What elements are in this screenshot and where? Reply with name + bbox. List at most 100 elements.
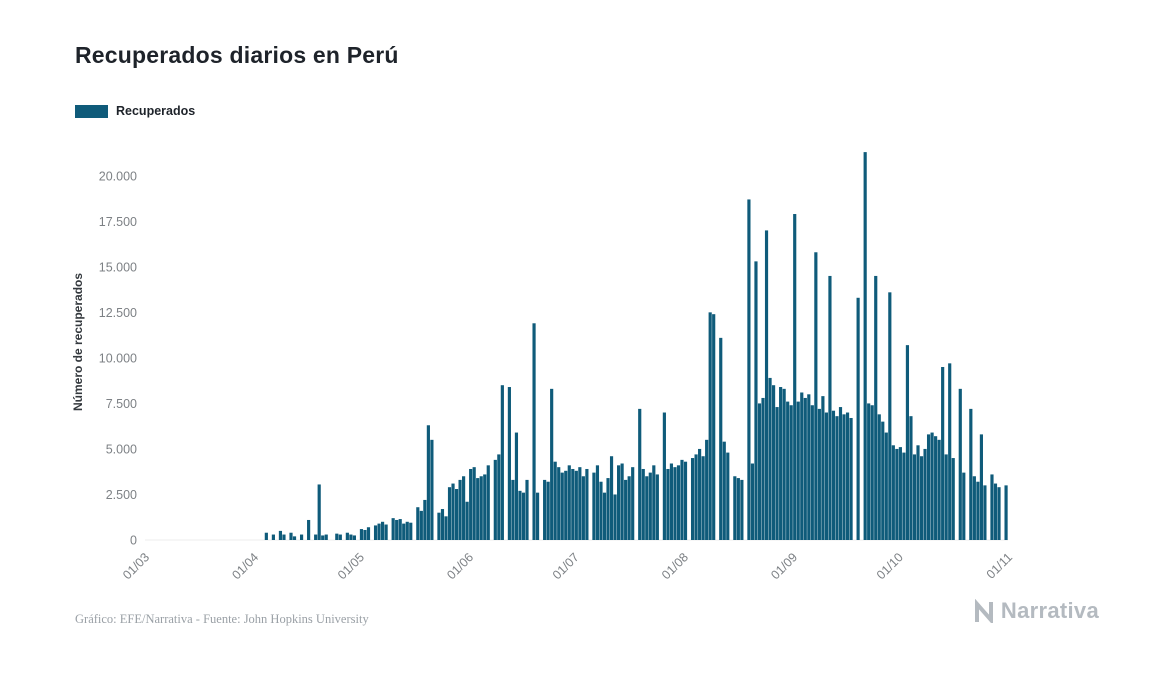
bar [828,275,832,540]
bar [437,512,441,540]
bar [532,323,536,540]
bar [278,530,283,540]
bar [525,479,529,540]
bar [595,465,600,540]
chart-title: Recuperados diarios en Perú [75,42,399,68]
bar [472,467,476,540]
bar [462,476,466,540]
bar [624,479,628,540]
bar [690,458,695,540]
bar [497,454,501,540]
bar [666,468,670,540]
bar [282,534,286,540]
x-tick-label: 01/05 [335,550,367,582]
bar [613,494,617,540]
bar [972,476,976,540]
bar [934,436,938,540]
bar [426,425,430,540]
bar [511,479,515,540]
bar [740,479,744,540]
bar [373,525,378,540]
legend-swatch [75,104,108,118]
bar [352,535,356,540]
bar [937,439,941,540]
bar [430,439,434,540]
bar [363,529,367,540]
bar [979,434,983,540]
bar [514,432,519,540]
bar [264,532,268,540]
bar [381,521,385,540]
bar [789,405,793,540]
bar [845,412,850,540]
bar [645,476,649,540]
bar [409,522,413,540]
bar [821,396,825,540]
bar [997,487,1001,540]
bar [673,467,677,540]
bar [486,465,490,540]
bar [856,297,860,540]
bar [863,152,867,541]
bar [384,524,388,540]
bar [602,492,607,540]
bar [701,456,705,540]
bar [754,261,758,540]
bar [398,519,402,540]
bar [391,518,395,540]
bar [366,527,371,540]
bar [849,417,853,540]
bar [736,478,740,540]
bar [761,397,765,540]
bar [535,492,540,540]
bar [349,534,353,540]
bar [423,499,427,540]
bar [560,472,564,540]
bar [814,252,818,540]
bar [905,345,910,540]
bar [786,401,790,540]
bar [469,468,473,540]
bar [289,532,293,540]
bar [402,523,406,540]
bar [324,534,328,540]
bar [518,490,522,540]
bar [546,481,550,540]
bar [923,448,927,540]
bar [440,509,445,540]
bar [609,456,614,540]
bar [321,535,325,540]
bar [307,519,311,540]
bar [958,388,962,540]
bar [888,292,892,540]
bar [550,388,554,540]
bar [768,377,772,540]
bar [764,230,769,540]
bar [919,456,924,540]
bar [631,467,635,540]
source-caption: Gráfico: EFE/Narrativa - Fuente: John Ho… [75,612,369,626]
legend: Recuperados [75,104,195,118]
bar [807,394,811,540]
bar [581,476,585,540]
bar [951,458,955,540]
bar [948,363,952,540]
bar [733,476,737,540]
bar [902,452,906,540]
bar [944,454,948,540]
bar [617,465,621,540]
y-tick-label: 17.500 [99,215,137,229]
bar [680,459,684,540]
bar [870,405,874,540]
bar [465,501,469,540]
bar [726,452,730,540]
bar [877,414,881,540]
bar [444,516,448,540]
bar [874,275,878,540]
bar [747,199,751,540]
bar [683,461,688,540]
bar [782,388,786,540]
bar [916,445,920,540]
bar [676,465,681,540]
